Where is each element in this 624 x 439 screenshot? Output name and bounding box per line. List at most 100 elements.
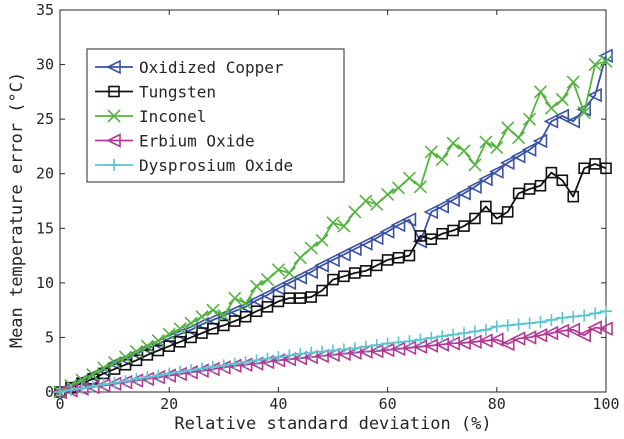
data-point-tungsten <box>207 322 219 335</box>
data-point-tungsten <box>250 305 263 318</box>
data-point-tungsten <box>458 220 470 232</box>
data-point-tungsten <box>152 344 165 357</box>
data-point-tungsten <box>294 292 307 304</box>
data-point-dysprosium-oxide <box>523 317 536 330</box>
data-point-dysprosium-oxide <box>141 371 154 384</box>
y-tick-label: 5 <box>45 328 54 346</box>
data-point-inconel <box>348 205 362 219</box>
data-point-dysprosium-oxide <box>556 311 569 324</box>
data-point-inconel <box>424 145 438 159</box>
data-point-tungsten <box>545 166 558 179</box>
data-point-dysprosium-oxide <box>316 345 329 358</box>
data-point-inconel <box>129 345 144 359</box>
data-point-dysprosium-oxide <box>97 378 110 391</box>
data-point-oxidized-copper <box>248 293 264 308</box>
data-point-tungsten <box>501 206 514 218</box>
data-point-dysprosium-oxide <box>545 313 558 326</box>
x-tick-label: 60 <box>379 395 397 413</box>
data-point-tungsten <box>436 227 449 240</box>
legend-item-dysprosium-oxide: Dysprosium Oxide <box>95 156 293 175</box>
data-point-inconel <box>140 339 154 353</box>
data-point-dysprosium-oxide <box>75 382 88 395</box>
data-point-dysprosium-oxide <box>64 383 77 396</box>
data-point-inconel <box>217 309 231 323</box>
data-point-inconel <box>457 144 471 158</box>
data-point-inconel <box>195 310 209 324</box>
data-point-dysprosium-oxide <box>403 335 416 348</box>
data-point-oxidized-copper <box>270 281 286 296</box>
data-point-oxidized-copper <box>434 199 450 214</box>
data-point-inconel <box>490 140 504 155</box>
data-point-tungsten <box>119 358 132 371</box>
data-point-inconel <box>337 219 351 233</box>
data-point-erbium-oxide <box>565 322 581 338</box>
data-point-inconel <box>173 322 187 336</box>
legend-item-tungsten: Tungsten <box>95 83 216 102</box>
data-point-inconel <box>359 194 373 208</box>
data-point-tungsten <box>392 251 405 264</box>
y-tick-label: 20 <box>36 165 54 183</box>
data-point-tungsten <box>469 212 481 225</box>
data-point-inconel <box>304 241 318 255</box>
data-point-inconel <box>228 291 242 305</box>
data-point-tungsten <box>414 230 427 242</box>
data-point-tungsten <box>349 267 361 279</box>
data-point-oxidized-copper <box>510 148 526 164</box>
x-tick-label: 40 <box>269 395 287 413</box>
data-point-tungsten <box>218 319 230 332</box>
data-point-oxidized-copper <box>368 230 384 246</box>
data-point-dysprosium-oxide <box>578 309 591 322</box>
data-point-oxidized-copper <box>325 252 340 268</box>
data-point-inconel <box>512 131 526 145</box>
legend-marker <box>108 85 120 98</box>
data-point-dysprosium-oxide <box>163 367 176 380</box>
data-point-dysprosium-oxide <box>119 375 132 388</box>
data-point-inconel <box>468 158 482 172</box>
data-point-dysprosium-oxide <box>217 359 230 372</box>
data-point-dysprosium-oxide <box>272 351 285 364</box>
data-point-inconel <box>381 187 395 202</box>
data-point-tungsten <box>174 335 186 348</box>
legend-item-erbium-oxide: Erbium Oxide <box>95 132 255 151</box>
data-point-tungsten <box>272 295 285 308</box>
data-point-tungsten <box>381 254 394 266</box>
data-point-oxidized-copper <box>587 87 602 103</box>
data-point-oxidized-copper <box>259 287 275 303</box>
legend-marker <box>106 59 121 75</box>
data-point-dysprosium-oxide <box>359 340 372 353</box>
data-point-dysprosium-oxide <box>589 307 602 320</box>
data-point-oxidized-copper <box>467 179 482 195</box>
data-point-oxidized-copper <box>478 171 493 187</box>
data-point-dysprosium-oxide <box>327 344 339 357</box>
data-point-dysprosium-oxide <box>600 305 612 318</box>
data-point-oxidized-copper <box>347 241 362 257</box>
legend-marker <box>108 159 120 171</box>
data-point-tungsten <box>480 200 492 213</box>
y-tick-label: 15 <box>36 219 54 237</box>
data-point-dysprosium-oxide <box>185 364 198 377</box>
y-tick-label: 30 <box>36 56 54 74</box>
data-point-dysprosium-oxide <box>370 339 383 352</box>
data-point-tungsten <box>534 179 547 192</box>
series-tungsten <box>54 158 612 398</box>
series-layer <box>52 48 613 400</box>
data-point-erbium-oxide <box>598 321 613 336</box>
legend-label: Tungsten <box>139 83 216 102</box>
data-point-tungsten <box>425 233 438 245</box>
legend-box <box>86 48 345 183</box>
data-point-oxidized-copper <box>456 186 471 201</box>
data-point-erbium-oxide <box>499 336 515 352</box>
data-point-inconel <box>501 121 515 135</box>
data-point-tungsten <box>359 265 372 277</box>
data-point-oxidized-copper <box>314 258 329 273</box>
data-point-oxidized-copper <box>401 212 417 227</box>
data-point-tungsten <box>185 331 197 344</box>
data-point-tungsten <box>108 363 121 375</box>
data-point-inconel <box>108 355 122 370</box>
data-point-tungsten <box>490 212 503 225</box>
y-tick-label: 10 <box>36 274 54 292</box>
data-point-tungsten <box>316 284 328 297</box>
data-point-inconel <box>370 197 384 211</box>
data-point-dysprosium-oxide <box>501 319 514 332</box>
